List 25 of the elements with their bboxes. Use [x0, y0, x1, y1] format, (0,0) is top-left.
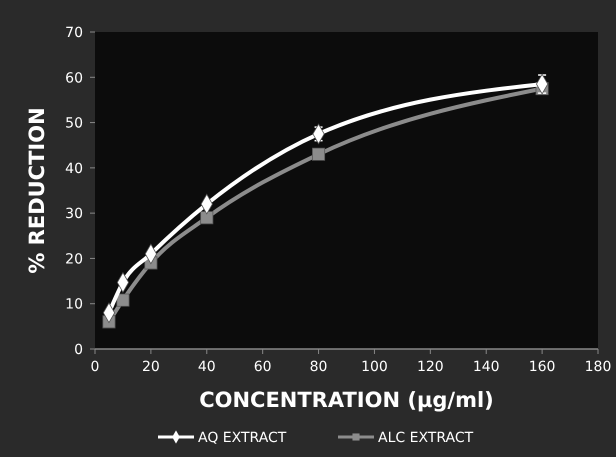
x-tick-label: 160 [528, 359, 556, 375]
y-tick-label: 50 [65, 116, 83, 132]
y-tick-label: 10 [65, 296, 83, 313]
x-tick-label: 120 [416, 359, 444, 375]
legend-label: ALC EXTRACT [378, 430, 474, 446]
x-tick-label: 80 [310, 359, 328, 375]
y-tick-label: 70 [65, 25, 83, 41]
y-tick-label: 30 [65, 206, 83, 222]
x-tick-label: 0 [90, 359, 100, 375]
x-tick-label: 180 [584, 359, 612, 375]
legend-label: AQ EXTRACT [198, 430, 287, 446]
y-tick-label: 0 [74, 342, 83, 358]
x-tick-label: 100 [361, 359, 388, 375]
x-tick-label: 40 [198, 359, 216, 375]
x-axis-title: CONCENTRATION (µg/ml) [199, 388, 494, 412]
x-tick-label: 20 [142, 359, 160, 375]
point [312, 148, 326, 161]
x-tick-label: 140 [472, 359, 500, 375]
y-axis-title: % REDUCTION [25, 107, 49, 274]
y-tick-label: 60 [65, 70, 83, 86]
y-tick-label: 40 [65, 160, 83, 177]
point [200, 211, 214, 224]
point [116, 294, 130, 307]
x-tick-label: 60 [254, 359, 272, 375]
y-tick-label: 20 [65, 251, 83, 268]
